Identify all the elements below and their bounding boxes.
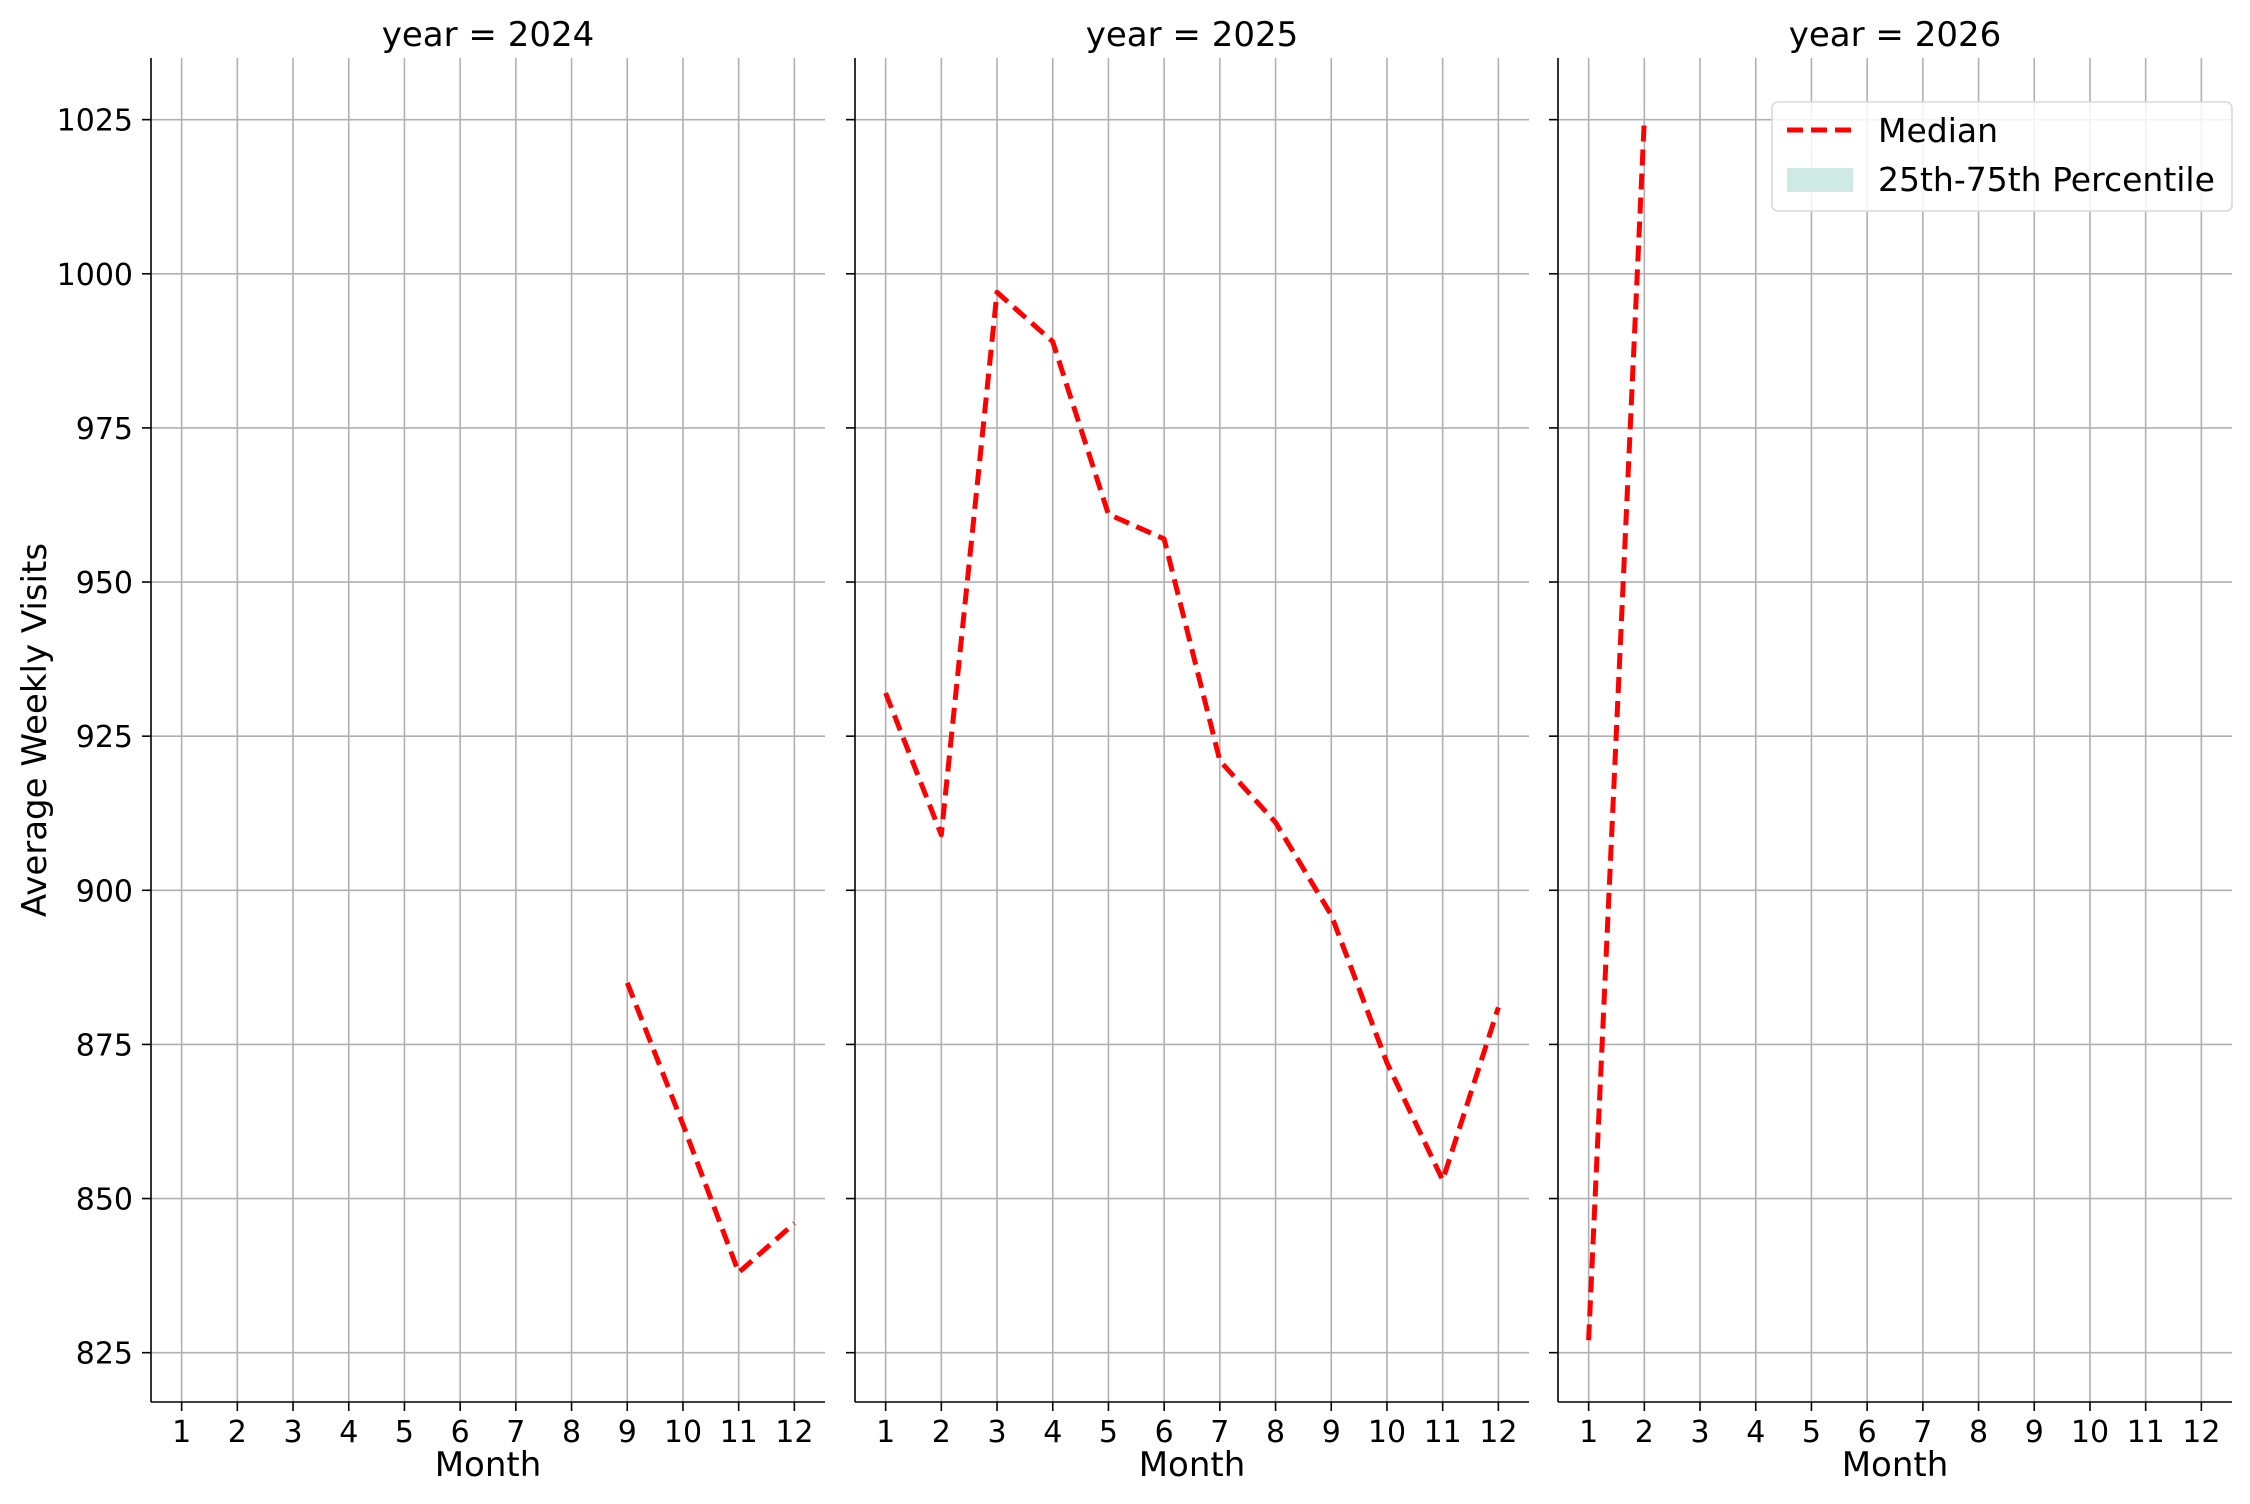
legend-median-label: Median xyxy=(1878,111,1998,150)
x-tick-label: 7 xyxy=(1913,1415,1932,1450)
x-tick-label: 6 xyxy=(1155,1415,1174,1450)
legend-frame xyxy=(1771,101,2233,212)
x-tick-label: 5 xyxy=(1099,1415,1118,1450)
x-tick-label: 11 xyxy=(1424,1415,1462,1450)
x-axis-title: Month xyxy=(1139,1445,1246,1485)
x-axis-title: Month xyxy=(435,1445,542,1485)
x-tick-label: 8 xyxy=(1266,1415,1285,1450)
panel-title: year = 2026 xyxy=(1789,15,2001,55)
x-tick-label: 1 xyxy=(876,1415,895,1450)
legend-band-label: 25th-75th Percentile xyxy=(1878,160,2215,199)
legend-band-swatch xyxy=(1787,168,1853,192)
x-tick-label: 8 xyxy=(562,1415,581,1450)
x-tick-label: 3 xyxy=(987,1415,1006,1450)
x-tick-label: 10 xyxy=(1368,1415,1406,1450)
x-tick-label: 5 xyxy=(395,1415,414,1450)
x-tick-label: 4 xyxy=(1746,1415,1765,1450)
x-tick-label: 4 xyxy=(1043,1415,1062,1450)
y-tick-label: 925 xyxy=(76,720,133,755)
x-axis-title: Month xyxy=(1842,1445,1949,1485)
x-tick-label: 1 xyxy=(172,1415,191,1450)
y-tick-label: 900 xyxy=(76,874,133,909)
x-tick-label: 2 xyxy=(932,1415,951,1450)
y-axis-title: Average Weekly Visits xyxy=(15,543,55,917)
x-tick-label: 12 xyxy=(1479,1415,1517,1450)
panel-title: year = 2025 xyxy=(1086,15,1298,55)
x-tick-label: 3 xyxy=(1690,1415,1709,1450)
x-tick-label: 11 xyxy=(2127,1415,2165,1450)
x-tick-label: 7 xyxy=(1210,1415,1229,1450)
x-tick-label: 10 xyxy=(2071,1415,2109,1450)
x-tick-label: 9 xyxy=(2025,1415,2044,1450)
legend: Median 25th-75th Percentile xyxy=(1771,101,2233,212)
x-tick-label: 9 xyxy=(1322,1415,1341,1450)
median-line xyxy=(883,289,1501,1183)
x-tick-label: 12 xyxy=(775,1415,813,1450)
x-tick-label: 3 xyxy=(283,1415,302,1450)
panel-title: year = 2024 xyxy=(382,15,594,55)
y-tick-label: 825 xyxy=(76,1337,133,1372)
x-tick-label: 2 xyxy=(1635,1415,1654,1450)
x-tick-label: 6 xyxy=(1858,1415,1877,1450)
x-tick-label: 11 xyxy=(720,1415,758,1450)
x-tick-label: 10 xyxy=(664,1415,702,1450)
x-tick-label: 5 xyxy=(1802,1415,1821,1450)
x-tick-label: 1 xyxy=(1579,1415,1598,1450)
y-tick-label: 950 xyxy=(76,566,133,601)
y-tick-label: 850 xyxy=(76,1183,133,1218)
x-tick-label: 9 xyxy=(618,1415,637,1450)
x-tick-label: 12 xyxy=(2182,1415,2220,1450)
x-tick-label: 4 xyxy=(339,1415,358,1450)
y-tick-label: 1025 xyxy=(57,104,133,139)
y-tick-label: 1000 xyxy=(57,258,133,293)
x-tick-label: 7 xyxy=(506,1415,525,1450)
median-line xyxy=(1586,119,1647,1341)
median-line xyxy=(624,981,797,1275)
y-tick-label: 975 xyxy=(76,412,133,447)
x-tick-label: 2 xyxy=(228,1415,247,1450)
x-tick-label: 6 xyxy=(451,1415,470,1450)
x-tick-label: 8 xyxy=(1969,1415,1988,1450)
y-tick-label: 875 xyxy=(76,1028,133,1063)
